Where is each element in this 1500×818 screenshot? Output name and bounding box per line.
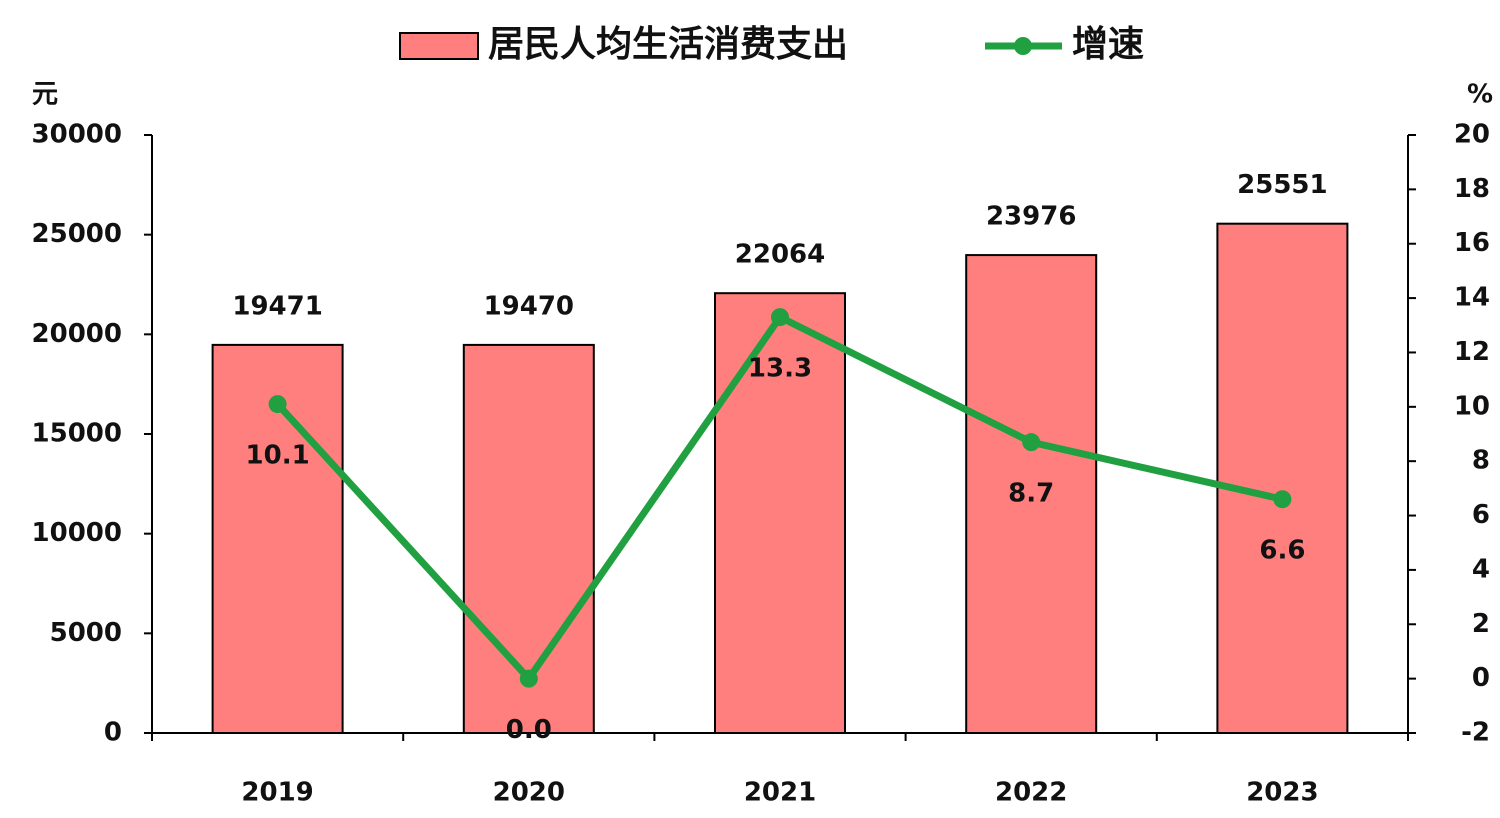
y2-tick-label: 20 [1454,120,1490,150]
line-point [268,395,287,414]
x-tick-label: 2023 [1246,778,1318,808]
y-tick-label: 15000 [32,419,122,449]
line-value-label: 8.7 [1008,479,1054,509]
y-tick-label: 5000 [50,618,122,648]
y2-tick-label: 8 [1472,446,1490,476]
y2-axis-unit: % [1467,80,1493,110]
y-tick-label: 30000 [32,120,122,150]
bar [965,254,1098,734]
bar [462,343,595,734]
x-tick-label: 2019 [241,778,313,808]
y2-tick-label: 2 [1472,609,1490,639]
legend-text: 增速 [1072,24,1144,65]
bar-value-label: 22064 [735,240,825,270]
x-tick-label: 2022 [995,778,1067,808]
line-point [1273,490,1292,509]
y2-tick-label: 14 [1454,283,1490,313]
legend-marker [1014,37,1032,55]
y-tick-label: 20000 [32,319,122,349]
bar [1216,222,1349,734]
bar-value-label: 19471 [232,291,322,321]
line-value-label: 13.3 [748,354,812,384]
legend-text: 居民人均生活消费支出 [488,24,848,65]
y-tick-label: 25000 [32,219,122,249]
y-axis-unit: 元 [32,80,58,110]
y2-tick-label: 16 [1454,228,1490,258]
y2-tick-label: 18 [1454,174,1490,204]
x-tick-label: 2021 [744,778,816,808]
line-value-label: 10.1 [246,441,310,471]
y2-tick-label: 10 [1454,391,1490,421]
legend-swatch [399,32,479,60]
y2-tick-label: 0 [1472,663,1490,693]
x-tick-label: 2020 [493,778,565,808]
y2-tick-label: -2 [1461,718,1490,748]
line-value-label: 6.6 [1259,536,1305,566]
y2-tick-label: 4 [1472,554,1490,584]
line-value-label: 0.0 [506,715,552,745]
bar-value-label: 19470 [484,291,574,321]
y-tick-label: 0 [104,718,122,748]
bar-value-label: 25551 [1237,170,1327,200]
bar [714,292,846,734]
line-point [771,308,789,327]
y2-tick-label: 6 [1472,500,1490,530]
bar-value-label: 23976 [986,202,1076,232]
y-tick-label: 10000 [32,518,122,548]
y2-tick-label: 12 [1454,337,1490,367]
line-point [1022,433,1041,452]
line-point [519,669,538,688]
